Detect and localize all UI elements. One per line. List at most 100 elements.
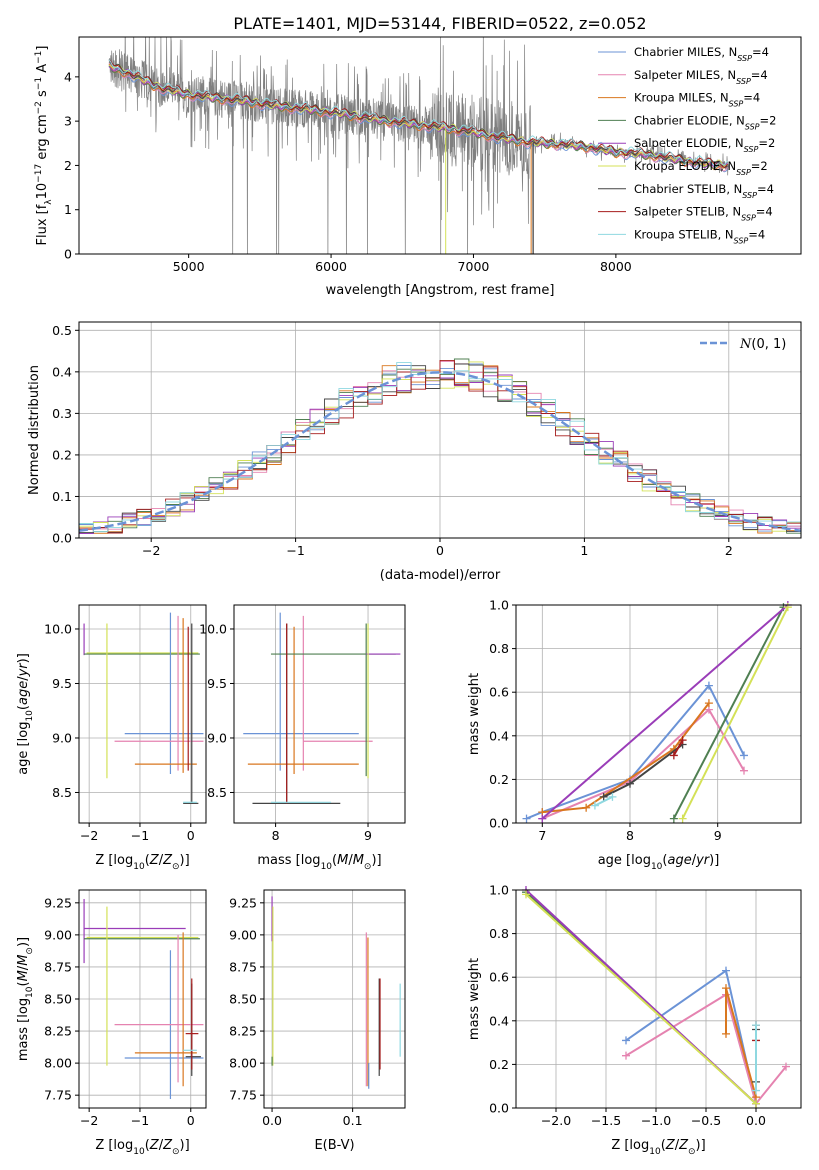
y-tick-label: 1.0 [489, 883, 509, 898]
y-tick-label: 0.8 [489, 641, 509, 656]
x-tick-label: 0 [187, 828, 195, 843]
mass_weight_vs_Z-point-5-1 [752, 1099, 760, 1108]
y-tick-label: 4 [64, 69, 72, 84]
mass_weight_vs_age-series-3 [672, 606, 785, 820]
x-tick-label: −1 [131, 828, 149, 843]
mass_weight_vs_Z-series-0 [625, 969, 757, 1104]
mass_weight_vs_age-point-8-1 [608, 792, 617, 801]
mass_weight_vs_Z-panel: −2.0 −1.5 −1.0 −0.5 0.0 0.0 0.2 0.4 0.6 0.8 1.0 Z [… [467, 883, 802, 1157]
mass_weight_vs_Z-series-5 [525, 893, 757, 1105]
x-tick-label: 6000 [315, 259, 347, 274]
mass_weight_vs_age-point-0-3 [704, 681, 713, 690]
x-tick-label: 5000 [173, 259, 205, 274]
y-tick-label: 9.00 [44, 927, 72, 942]
model-spectrum-7 [108, 59, 728, 168]
mass_weight_vs_age-point-0-4 [740, 751, 748, 760]
y-tick-label: 8.75 [44, 959, 72, 974]
x-tick-label: −1 [286, 543, 304, 558]
x-tick-label: 7000 [458, 259, 490, 274]
mass_weight_vs_Z-point-2-1 [722, 984, 730, 993]
mass_weight_vs_age-series-0 [526, 683, 745, 820]
mass_vs_Z-ylabel: mass [log10(M/M⊙)] [16, 937, 35, 1061]
y-tick-label: 0.0 [489, 1101, 509, 1116]
legend-label-2: Kroupa MILES, NSSP=4 [634, 91, 760, 109]
y-tick-label: 8.50 [44, 992, 72, 1007]
spectrum-panel: 5000 6000 7000 8000 0 1 2 3 4 wavelength [Angstro… [34, 36, 802, 298]
y-tick-label: 0.4 [489, 728, 509, 743]
x-tick-label: −2 [80, 828, 98, 843]
x-tick-label: −1.5 [591, 1113, 621, 1128]
age_vs_Z-panel: −2 −1 0 8.5 9.0 9.5 10.0 Z [log10(Z/Z⊙)] age [lo… [16, 604, 207, 872]
x-tick-label: 8 [272, 828, 280, 843]
mass_weight_vs_Z-point-1-3 [782, 1062, 790, 1071]
y-tick-label: 9.0 [52, 730, 72, 745]
y-tick-label: 8.25 [44, 1024, 72, 1039]
legend-label-7: Salpeter STELIB, NSSP=4 [634, 205, 773, 223]
y-tick-label: 8.75 [229, 959, 257, 974]
mass_weight_vs_Z-point-2-0 [722, 1029, 730, 1038]
y-tick-label: 9.25 [229, 895, 257, 910]
x-tick-label: −1 [131, 1113, 149, 1128]
y-tick-label: 9.0 [207, 730, 227, 745]
mass_weight_vs_age-point-0-0 [522, 814, 531, 823]
age_vs_mass-panel: 8 9 8.5 9.0 9.5 10.0 mass [log10(M/M⊙)] [199, 604, 406, 872]
mass_weight_vs_age-point-6-0 [599, 792, 608, 801]
age_vs_Z-xlabel: Z [log10(Z/Z⊙)] [95, 853, 189, 872]
y-tick-label: 8.5 [52, 785, 72, 800]
spectrum-xlabel: wavelength [Angstrom, rest frame] [326, 283, 555, 298]
legend-label-0: Chabrier MILES, NSSP=4 [634, 45, 769, 63]
y-tick-label: 0.6 [489, 685, 509, 700]
y-tick-label: 0.8 [489, 926, 509, 941]
y-tick-label: 8.5 [207, 785, 227, 800]
mass_weight_vs_age-point-7-0 [669, 751, 678, 760]
x-tick-label: 9 [714, 828, 722, 843]
mass_weight_vs_age-series-4 [541, 604, 789, 820]
y-tick-label: 8.00 [229, 1056, 257, 1071]
plot-frame [78, 36, 802, 255]
mass_weight_vs_Z-series-1 [625, 993, 787, 1106]
mass_weight_vs_Z-point-0-0 [622, 1036, 630, 1045]
mass_weight_vs_Z-point-8-1 [752, 1021, 760, 1030]
y-tick-label: 0.2 [489, 772, 509, 787]
legend-label-5: Kroupa ELODIE, NSSP=2 [634, 159, 768, 177]
y-tick-label: 0.1 [52, 489, 72, 504]
y-tick-label: 0.3 [52, 406, 72, 421]
y-tick-label: 0.2 [52, 447, 72, 462]
mass_weight_vs_age-series-8 [594, 795, 613, 807]
spectrum-ylabel: Flux [fλ10−17 erg cm−2 s−1 A−1] [34, 46, 54, 246]
y-tick-label: 7.75 [44, 1088, 72, 1103]
mass_weight_vs_age-series-2 [542, 702, 710, 814]
x-tick-label: −0.5 [691, 1113, 721, 1128]
x-tick-label: 7 [538, 828, 546, 843]
age_vs_Z-ylabel: age [log10(age/yr)] [16, 653, 35, 775]
mass_weight_vs_age-point-2-1 [582, 803, 591, 812]
x-tick-label: 0.0 [746, 1113, 766, 1128]
y-tick-label: 8.50 [229, 992, 257, 1007]
y-tick-label: 0.0 [52, 531, 72, 546]
mass_weight_vs_age-ylabel: mass weight [467, 673, 482, 755]
y-tick-label: 9.00 [229, 927, 257, 942]
y-tick-label: 9.25 [44, 895, 72, 910]
legend-label-3: Chabrier ELODIE, NSSP=2 [634, 113, 776, 130]
histogram-7 [79, 359, 801, 534]
mass_weight_vs_age-series-7 [672, 739, 684, 756]
x-tick-label: −2 [142, 543, 160, 558]
mass_vs_Z-xlabel: Z [log10(Z/Z⊙)] [95, 1138, 189, 1157]
mass_weight_vs_Z-ylabel: mass weight [467, 958, 482, 1040]
gaussian-legend-label: N(0, 1) [739, 337, 786, 352]
residuals-xlabel: (data-model)/error [380, 568, 501, 583]
y-tick-label: 0 [64, 247, 72, 262]
legend-label-6: Chabrier STELIB, NSSP=4 [634, 182, 774, 200]
mass_vs_Z-panel: −2 −1 0 7.75 8.00 8.25 8.50 8.75 9.00 9.25 Z [log1… [16, 889, 207, 1157]
residuals-ylabel: Normed distribution [27, 365, 42, 495]
y-tick-label: 10.0 [199, 621, 227, 636]
mass_weight_vs_age-point-4-0 [538, 814, 547, 823]
mass_vs_ebv-xlabel: E(B-V) [314, 1138, 354, 1153]
y-tick-label: 1 [64, 202, 72, 217]
plot-frame [515, 604, 802, 824]
age_vs_mass-xlabel: mass [log10(M/M⊙)] [257, 853, 381, 872]
plot-frame [233, 604, 406, 824]
legend-label-8: Kroupa STELIB, NSSP=4 [634, 227, 765, 245]
y-tick-label: 9.5 [52, 676, 72, 691]
